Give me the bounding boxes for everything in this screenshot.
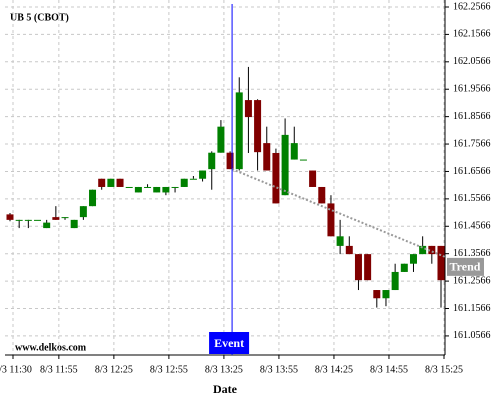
- y-tick-label: 161.9566: [453, 84, 491, 95]
- candle-body: [89, 189, 97, 207]
- x-tick-label: 8/3 13:55: [260, 364, 298, 375]
- candle-body: [382, 290, 390, 299]
- y-tick-label: 161.5566: [453, 193, 491, 204]
- candle-body: [144, 186, 152, 188]
- candle-body: [116, 178, 124, 187]
- candle-body: [43, 222, 51, 229]
- candle-body: [391, 271, 399, 291]
- candle-body: [226, 152, 234, 170]
- candle-body: [354, 254, 362, 281]
- y-tick-label: 161.1566: [453, 303, 491, 314]
- chart-title: UB 5 (CBOT): [10, 12, 69, 23]
- candle-body: [409, 254, 417, 264]
- candle-body: [98, 178, 106, 187]
- candle-body: [162, 186, 170, 193]
- candle-body: [254, 100, 262, 153]
- y-tick-label: 161.3566: [453, 248, 491, 259]
- x-tick-label: 8/3 11:55: [40, 364, 78, 375]
- candle-body: [263, 143, 271, 171]
- candle-body: [400, 263, 408, 272]
- candle-body: [309, 170, 317, 187]
- y-tick-label: 162.0566: [453, 56, 491, 67]
- candle-body: [52, 217, 60, 220]
- candle-body: [34, 219, 42, 221]
- trend-label: Trend: [450, 260, 481, 274]
- candle-body: [171, 186, 179, 188]
- x-tick-label: 8/3 13:25: [205, 364, 243, 375]
- candle-body: [290, 143, 298, 160]
- candle-body: [61, 217, 69, 219]
- candle-body: [180, 178, 188, 187]
- y-tick-label: 161.7566: [453, 138, 491, 149]
- y-tick-label: 161.2566: [453, 275, 491, 286]
- candle-body: [437, 245, 445, 281]
- x-tick-label: 8/3 11:30: [0, 364, 32, 375]
- candle-body: [272, 152, 280, 204]
- plot: 161.0566 161.1566 161.2566 161.3566 161.4566…: [0, 0, 491, 375]
- y-tick-label: 161.4566: [453, 221, 491, 232]
- candle-body: [79, 206, 87, 218]
- candle-body: [107, 178, 115, 187]
- y-tick-label: 162.1566: [453, 29, 491, 40]
- candle-body: [199, 170, 207, 179]
- candle-body: [24, 219, 32, 221]
- candle-body: [208, 152, 216, 170]
- candle-body: [419, 245, 427, 255]
- candle-body: [281, 134, 289, 196]
- x-tick-label: 8/3 14:25: [315, 364, 353, 375]
- candle-body: [299, 159, 307, 161]
- event-label: Event: [214, 336, 244, 350]
- x-axis-label: Date: [213, 382, 238, 396]
- y-tick-label: 161.0566: [453, 330, 491, 341]
- candle-body: [327, 203, 335, 237]
- x-tick-label: 8/3 12:25: [95, 364, 133, 375]
- x-tick-label: 8/3 15:25: [425, 364, 463, 375]
- candle-body: [336, 236, 344, 246]
- candle-body: [364, 254, 372, 281]
- y-tick-label: 161.6566: [453, 166, 491, 177]
- y-tick-label: 161.8566: [453, 111, 491, 122]
- candle-body: [217, 126, 225, 153]
- trend-label-box: [447, 257, 484, 276]
- candle-body: [244, 100, 252, 118]
- y-tick-label: 162.2566: [453, 1, 491, 12]
- candle-body: [189, 178, 197, 180]
- x-tick-label: 8/3 12:55: [150, 364, 188, 375]
- candle-body: [6, 214, 14, 220]
- candle-body: [428, 245, 436, 255]
- candle-body: [373, 290, 381, 299]
- watermark: www.delkos.com: [15, 342, 87, 353]
- candle-body: [318, 186, 326, 204]
- candle-body: [125, 186, 133, 188]
- candle-body: [70, 219, 78, 229]
- candle-body: [235, 92, 243, 170]
- candle-body: [134, 186, 142, 193]
- event-label-box: [209, 332, 250, 354]
- x-tick-label: 8/3 14:55: [370, 364, 408, 375]
- candle-body: [345, 245, 353, 255]
- candle-body: [153, 186, 161, 193]
- candle-body: [15, 219, 23, 221]
